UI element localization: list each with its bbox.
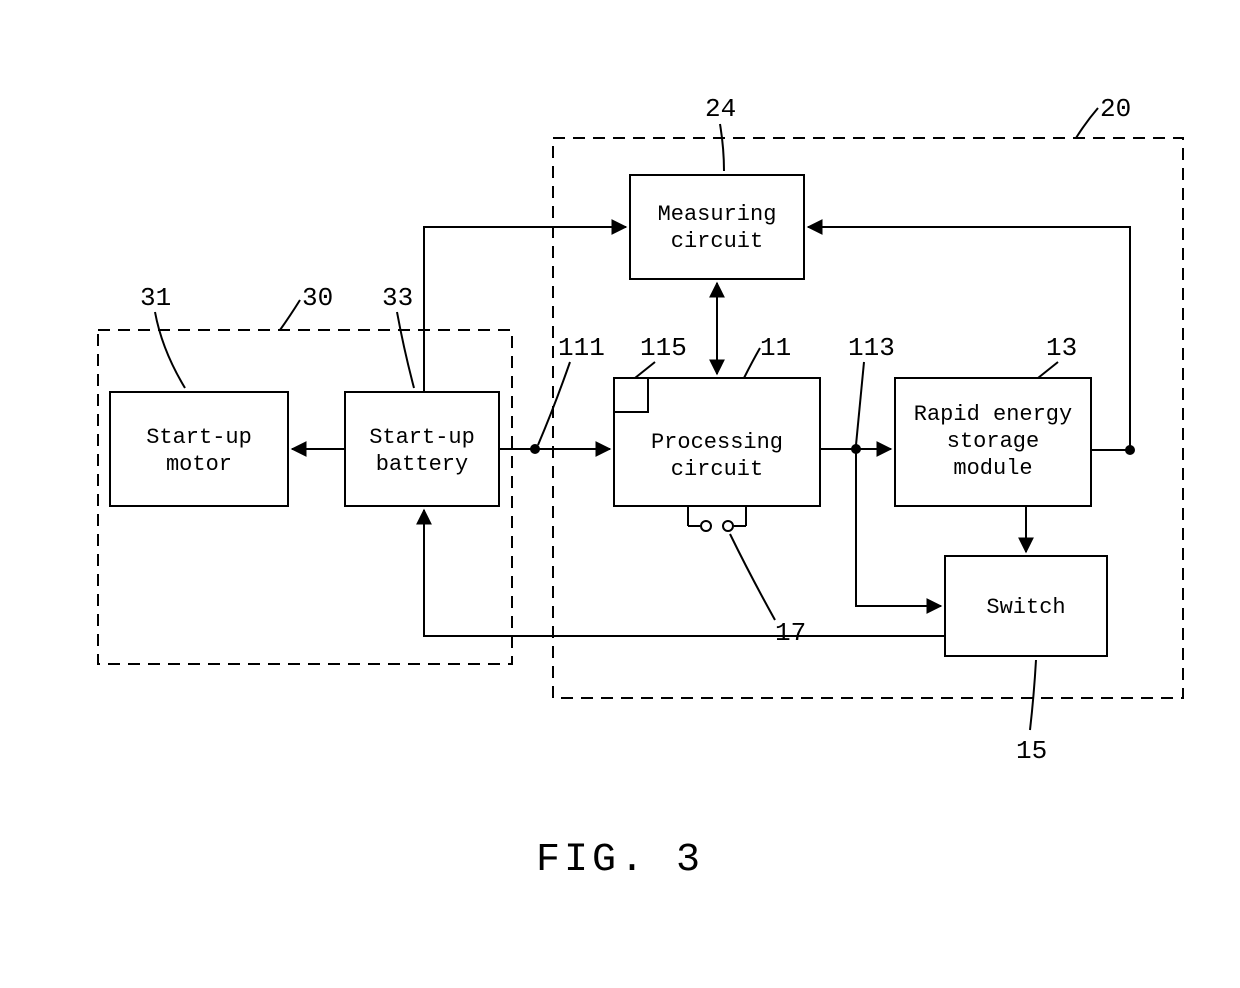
ref-30: 30 (302, 283, 333, 313)
label-storage-3: module (953, 456, 1032, 481)
diagram-svg: Start-up motor Start-up battery Measurin… (0, 0, 1240, 988)
ref-33: 33 (382, 283, 413, 313)
label-process-2: circuit (671, 457, 763, 482)
ref-13: 13 (1046, 333, 1077, 363)
label-battery-1: Start-up (369, 425, 475, 450)
ref-11: 11 (760, 333, 791, 363)
edge-switch-battery (424, 510, 945, 636)
ref-20: 20 (1100, 94, 1131, 124)
label-measure-2: circuit (671, 229, 763, 254)
label-storage-2: storage (947, 429, 1039, 454)
ref-111: 111 (558, 333, 605, 363)
ref-24: 24 (705, 94, 736, 124)
node-measure (630, 175, 804, 279)
ref-115: 115 (640, 333, 687, 363)
label-motor-2: motor (166, 452, 232, 477)
label-process-1: Processing (651, 430, 783, 455)
label-motor-1: Start-up (146, 425, 252, 450)
jack-17 (688, 506, 746, 531)
label-battery-2: battery (376, 452, 468, 477)
ref-113: 113 (848, 333, 895, 363)
figure-label: FIG. 3 (536, 838, 704, 883)
label-storage-1: Rapid energy (914, 402, 1072, 427)
ref-15: 15 (1016, 736, 1047, 766)
ref-31: 31 (140, 283, 171, 313)
label-switch: Switch (986, 595, 1065, 620)
ref-17: 17 (775, 618, 806, 648)
label-measure-1: Measuring (658, 202, 777, 227)
edge-battery-measure (424, 227, 626, 392)
node-subbox-115 (614, 378, 648, 412)
